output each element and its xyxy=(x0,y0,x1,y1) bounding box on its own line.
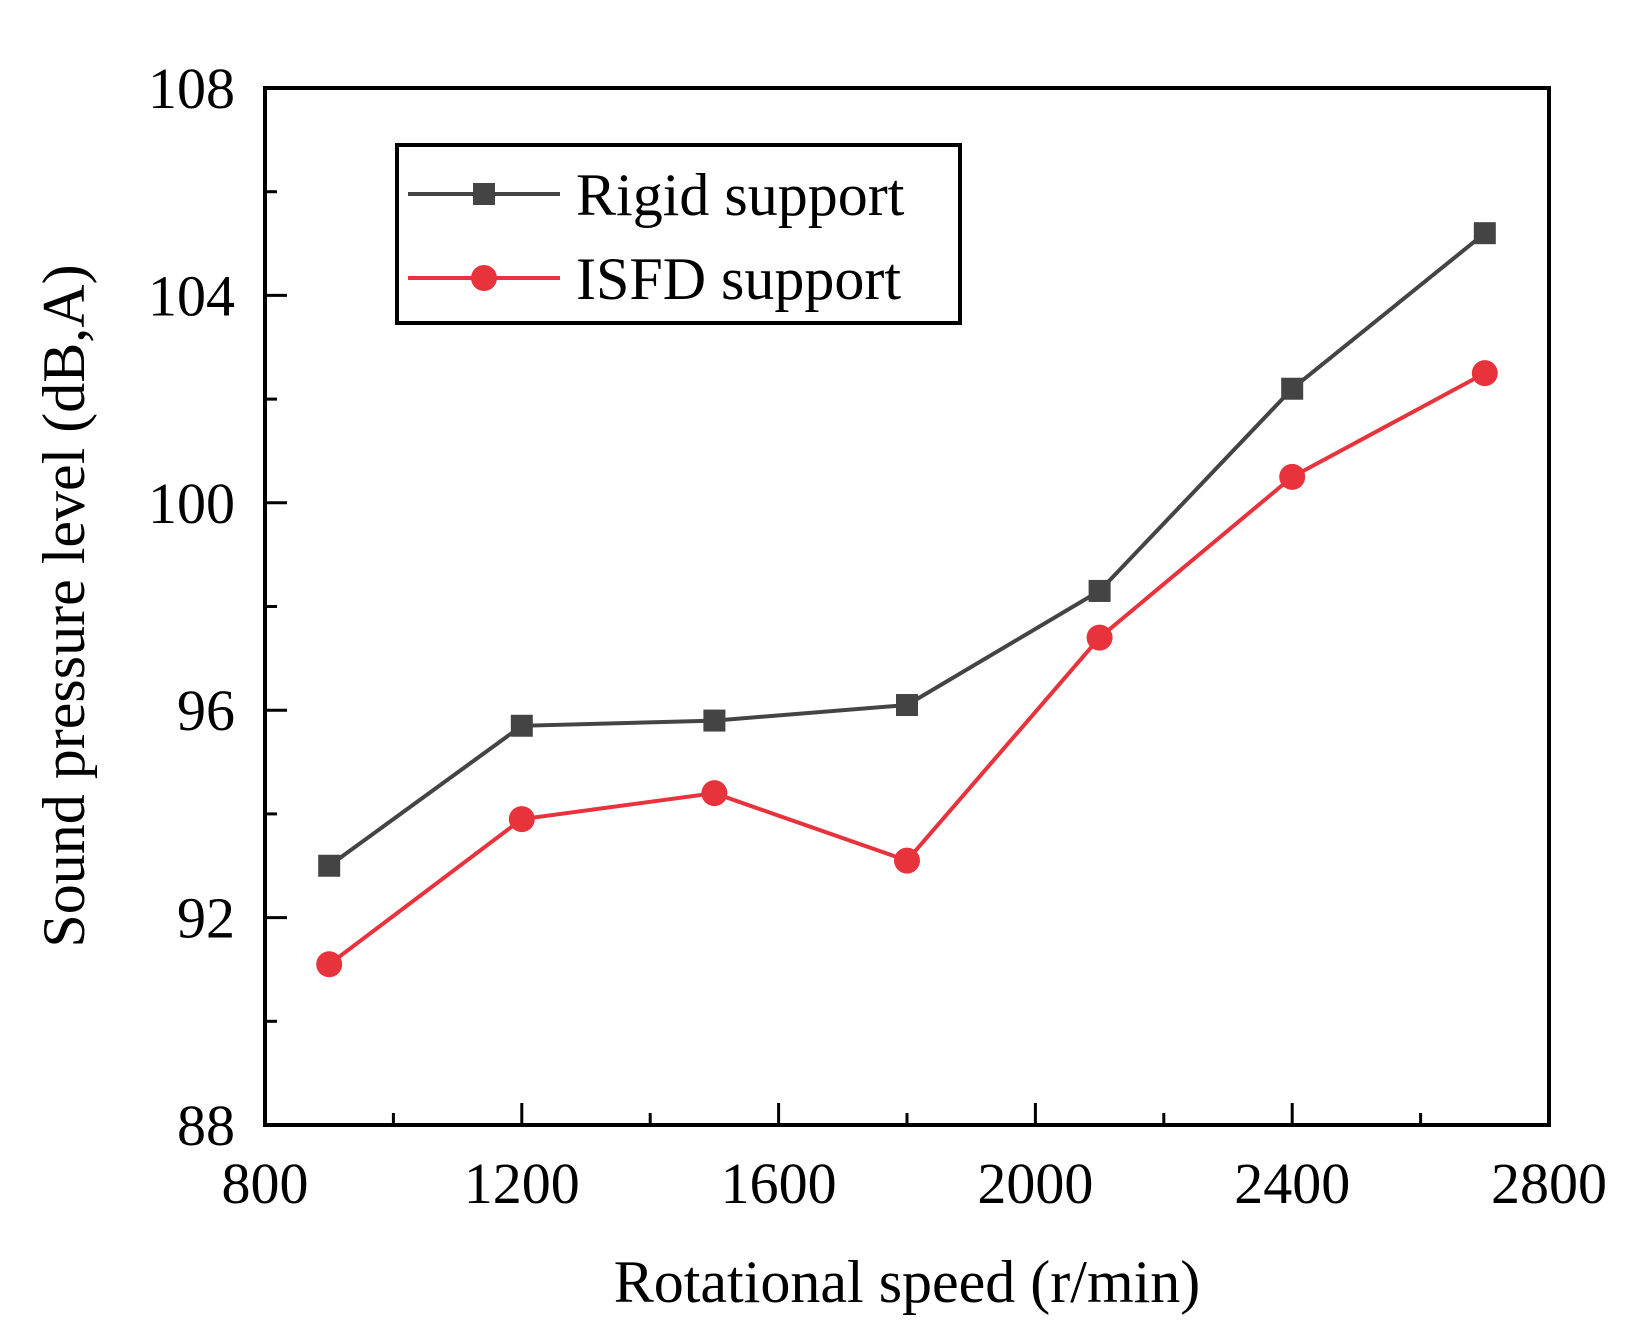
y-axis-title: Sound pressure level (dB,A) xyxy=(31,264,97,947)
y-tick-label: 92 xyxy=(177,886,235,951)
ticks-layer: 800 1200 1600 2000 2400 2800 88 92 96 100 104 108 xyxy=(148,56,1607,1216)
data-point-isfd-support xyxy=(1086,624,1113,651)
x-axis-title: Rotational speed (r/min) xyxy=(614,1249,1201,1315)
data-point-isfd-support xyxy=(1279,463,1306,490)
legend-label-isfd: ISFD support xyxy=(576,246,901,312)
plot-frame xyxy=(263,86,1551,1127)
data-point-rigid-support xyxy=(1473,222,1496,245)
x-tick-label: 800 xyxy=(222,1151,309,1216)
data-point-isfd-support xyxy=(1471,360,1498,387)
legend-label-rigid: Rigid support xyxy=(576,162,905,228)
data-point-isfd-support xyxy=(894,847,920,874)
legend-marker-rigid xyxy=(473,183,495,205)
data-point-rigid-support xyxy=(896,694,918,717)
y-tick-label: 108 xyxy=(148,56,235,121)
data-point-rigid-support xyxy=(1281,377,1304,400)
data-point-rigid-support xyxy=(510,714,533,737)
x-tick-label: 2800 xyxy=(1491,1151,1607,1216)
series-line-rigid-support xyxy=(328,231,1487,868)
legend-box xyxy=(395,143,962,325)
data-point-isfd-support xyxy=(701,780,728,807)
data-point-rigid-support xyxy=(703,709,726,732)
x-tick-label: 2000 xyxy=(977,1151,1093,1216)
data-point-isfd-support xyxy=(316,951,343,978)
data-point-rigid-support xyxy=(318,854,341,877)
legend-marker-isfd xyxy=(471,265,497,291)
y-tick-label: 88 xyxy=(177,1093,235,1158)
y-tick-label: 96 xyxy=(177,678,235,743)
data-point-rigid-support xyxy=(1088,579,1111,602)
x-tick-label: 1600 xyxy=(721,1151,837,1216)
x-tick-label: 2400 xyxy=(1234,1151,1350,1216)
x-tick-label: 1200 xyxy=(464,1151,580,1216)
y-tick-label: 100 xyxy=(148,471,235,536)
data-point-isfd-support xyxy=(508,806,535,833)
y-tick-label: 104 xyxy=(148,263,235,328)
series-line-isfd-support xyxy=(327,371,1486,966)
legend: Rigid support ISFD support xyxy=(395,143,962,325)
markers-layer xyxy=(316,222,1498,978)
